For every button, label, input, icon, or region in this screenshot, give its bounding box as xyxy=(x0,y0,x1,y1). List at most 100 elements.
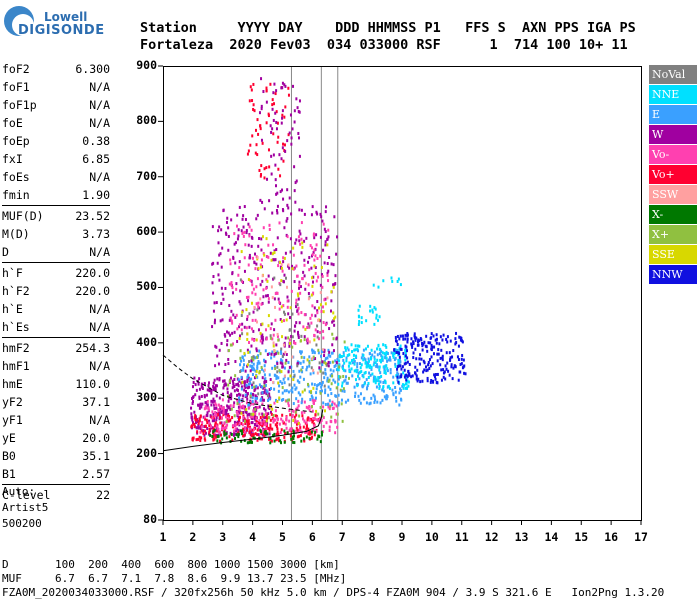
x-tick-label: 9 xyxy=(398,530,406,544)
param-name: h`F2 xyxy=(2,284,30,298)
param-value: 1.90 xyxy=(82,188,110,202)
auto-line1: Auto: xyxy=(2,485,36,498)
x-tick-label: 6 xyxy=(308,530,316,544)
header-values: Fortaleza 2020 Fev03 034 033000 RSF 1 71… xyxy=(140,37,628,53)
x-tick-label: 8 xyxy=(368,530,376,544)
param-name: fmin xyxy=(2,188,30,202)
y-tick-label: 300 xyxy=(136,390,157,405)
footer-file-info: FZA0M_2020034033000.RSF / 320fx256h 50 k… xyxy=(2,586,665,599)
legend-item: X- xyxy=(649,205,697,224)
param-row: yF2 37.1 xyxy=(2,393,110,411)
param-value: N/A xyxy=(89,98,110,112)
autoscaling-info: Auto: Artist5 500200 xyxy=(2,484,48,532)
param-row: foEp 0.38 xyxy=(2,132,110,150)
param-row: h`Es N/A xyxy=(2,318,110,336)
param-row: foE N/A xyxy=(2,114,110,132)
y-tick-label: 800 xyxy=(136,113,157,128)
auto-line2: Artist5 xyxy=(2,501,49,514)
legend-item: X+ xyxy=(649,225,697,244)
param-row: hmF2 254.3 xyxy=(2,339,110,357)
param-name: hmE xyxy=(2,377,23,391)
legend-item: Vo- xyxy=(649,145,697,164)
param-value: 23.52 xyxy=(75,209,110,223)
x-tick-label: 4 xyxy=(249,530,257,544)
header-labels: Station YYYY DAY DDD HHMMSS P1 FFS S AXN… xyxy=(140,20,636,36)
param-value: N/A xyxy=(89,245,110,259)
param-name: foF1p xyxy=(2,98,37,112)
param-value: N/A xyxy=(89,116,110,130)
param-value: N/A xyxy=(89,413,110,427)
legend-item: W xyxy=(649,125,697,144)
param-row: foF2 6.300 xyxy=(2,60,110,78)
param-row: hmF1 N/A xyxy=(2,357,110,375)
x-tick-label: 2 xyxy=(189,530,197,544)
logo-line2: DIGISONDE xyxy=(18,23,105,38)
param-name: foE xyxy=(2,116,23,130)
param-row: hmE 110.0 xyxy=(2,375,110,393)
param-value: 6.85 xyxy=(82,152,110,166)
auto-line3: 500200 xyxy=(2,517,42,530)
param-name: foEs xyxy=(2,170,30,184)
param-row: h`F 220.0 xyxy=(2,264,110,282)
legend-item: NoVal xyxy=(649,65,697,84)
x-tick-label: 16 xyxy=(604,530,619,544)
param-row: B1 2.57 xyxy=(2,465,110,483)
param-name: yF2 xyxy=(2,395,23,409)
param-value: 220.0 xyxy=(75,266,110,280)
y-tick-label: 700 xyxy=(136,168,157,183)
param-value: 35.1 xyxy=(82,449,110,463)
footer-muf: MUF 6.7 6.7 7.1 7.8 8.6 9.9 13.7 23.5 [M… xyxy=(2,572,347,585)
param-name: fxI xyxy=(2,152,23,166)
logo-arc-inner xyxy=(12,14,34,36)
param-name: hmF1 xyxy=(2,359,30,373)
param-name: B1 xyxy=(2,467,16,481)
x-tick-label: 12 xyxy=(484,530,499,544)
param-name: yE xyxy=(2,431,16,445)
param-value: 37.1 xyxy=(82,395,110,409)
param-name: foEp xyxy=(2,134,30,148)
x-tick-label: 10 xyxy=(424,530,439,544)
legend-item: NNE xyxy=(649,85,697,104)
param-name: hmF2 xyxy=(2,341,30,355)
param-row: h`F2 220.0 xyxy=(2,282,110,300)
param-row: B0 35.1 xyxy=(2,447,110,465)
param-separator xyxy=(2,484,110,485)
param-row: foEs N/A xyxy=(2,168,110,186)
digisonde-logo: Lowell DIGISONDE xyxy=(4,6,124,46)
param-name: B0 xyxy=(2,449,16,463)
param-separator xyxy=(2,337,110,338)
param-row: fmin 1.90 xyxy=(2,186,110,204)
x-tick-label: 13 xyxy=(514,530,529,544)
param-row: D N/A xyxy=(2,243,110,261)
param-name: h`E xyxy=(2,302,23,316)
param-name: h`Es xyxy=(2,320,30,334)
param-name: M(D) xyxy=(2,227,30,241)
logo-line1: Lowell xyxy=(44,10,88,24)
param-value: 254.3 xyxy=(75,341,110,355)
legend-item: E xyxy=(649,105,697,124)
legend-item: Vo+ xyxy=(649,165,697,184)
param-row: fxI 6.85 xyxy=(2,150,110,168)
x-tick-label: 3 xyxy=(219,530,227,544)
legend-item: SSE xyxy=(649,245,697,264)
y-tick-label: 900 xyxy=(136,58,157,72)
param-value: N/A xyxy=(89,80,110,94)
y-tick-label: 200 xyxy=(136,445,157,460)
x-tick-label: 17 xyxy=(634,530,648,544)
param-row: foF1 N/A xyxy=(2,78,110,96)
param-row: M(D) 3.73 xyxy=(2,225,110,243)
x-tick-label: 11 xyxy=(454,530,469,544)
param-name: C-level xyxy=(2,488,51,502)
param-separator xyxy=(2,205,110,206)
param-value: N/A xyxy=(89,170,110,184)
param-name: MUF(D) xyxy=(2,209,44,223)
param-name: yF1 xyxy=(2,413,23,427)
param-row: MUF(D) 23.52 xyxy=(2,207,110,225)
legend-item: NNW xyxy=(649,265,697,284)
param-row: yF1 N/A xyxy=(2,411,110,429)
param-value: 0.38 xyxy=(82,134,110,148)
param-row: yE 20.0 xyxy=(2,429,110,447)
param-value: 20.0 xyxy=(82,431,110,445)
x-tick-label: 14 xyxy=(544,530,559,544)
parameter-panel: foF2 6.300 foF1 N/A foF1p N/A foE N/A foEp 0.38 fx… xyxy=(2,60,110,504)
